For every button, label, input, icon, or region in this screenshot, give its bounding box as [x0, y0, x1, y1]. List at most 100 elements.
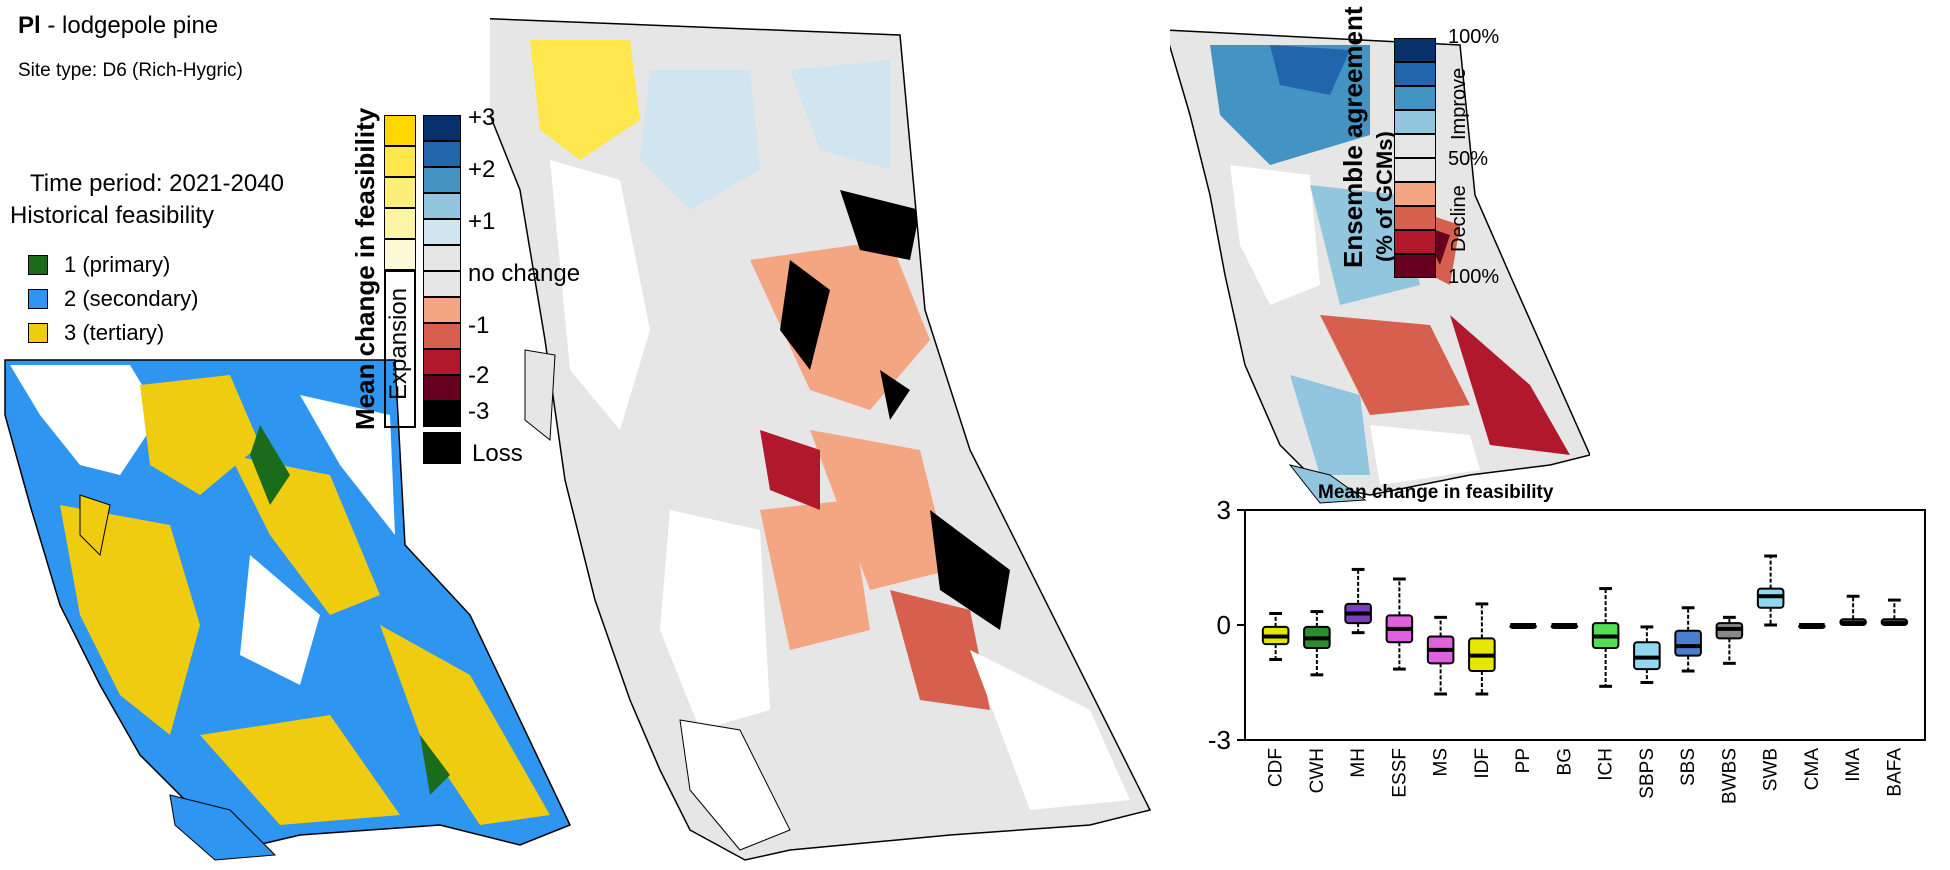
map-a-historical-feasibility	[4, 359, 572, 861]
map-a-tertiary-1	[140, 375, 260, 495]
map-a-tertiary-areas	[10, 365, 550, 825]
map-b-loss-4	[930, 510, 1010, 630]
chart-d-category-label: ESSF	[1389, 748, 1410, 798]
scale-b-change-cell	[423, 193, 461, 219]
scale-c-cell	[1394, 158, 1436, 182]
chart-d-box-sbps	[1633, 625, 1661, 684]
chart-d-box-swb	[1756, 554, 1785, 627]
site-type: Site type: D6 (Rich-Hygric)	[18, 60, 243, 81]
scale-c-title-line1: Ensemble agreement	[1338, 6, 1368, 268]
map-c-white-2	[1370, 425, 1480, 485]
map-b-decline-strong-1	[760, 430, 820, 510]
map-c-improve-3	[1310, 185, 1420, 305]
map-c-decline-2	[1320, 315, 1470, 415]
scale-c-cell	[1394, 86, 1436, 110]
map-c-vancouver-island	[1288, 464, 1367, 504]
scale-c-cell	[1394, 254, 1436, 278]
map-a-white-ne	[300, 395, 395, 535]
chart-d-boxes	[1261, 554, 1909, 696]
scale-b-expansion-label: Expansion	[385, 287, 412, 400]
chart-d-category-label: BG	[1554, 748, 1575, 775]
chart-d-category-labels: CDF CWH MH ESSF MS IDF PP BG ICH SBPS SBS BWBS SWB CM…	[1266, 748, 1906, 804]
chart-d-boxplot: 3 0 -3 CDF CWH MH ESSF MS IDF PP BG ICH SBPS SBS BWBS…	[1208, 500, 1926, 804]
map-a-tertiary-2	[60, 505, 200, 735]
chart-d-category-label: IMA	[1843, 748, 1864, 782]
chart-d-box-cdf	[1261, 612, 1290, 661]
scale-b-label-no-change: no change	[468, 260, 581, 287]
map-b-improve-1	[640, 70, 760, 210]
scale-b-label-loss: Loss	[472, 440, 523, 467]
chart-d-category-label: BAFA	[1884, 748, 1905, 797]
scale-b-change-cell	[423, 401, 461, 427]
scale-c-cell	[1394, 134, 1436, 158]
chart-d-category-label: SBS	[1678, 748, 1699, 786]
scale-b-label-minus1: -1	[468, 312, 490, 339]
scale-b-label-plus2: +2	[468, 156, 496, 183]
legend-label-primary: 1 (primary)	[64, 252, 171, 277]
scale-b-expansion-cell	[384, 208, 416, 239]
species-code: Pl	[18, 12, 41, 39]
map-a-tertiary-4	[380, 625, 550, 825]
species-name: - lodgepole pine	[40, 12, 219, 39]
map-c-ensemble-agreement	[1170, 29, 1590, 504]
chart-d-box-sbs	[1674, 606, 1702, 673]
scale-b-change-cell	[423, 271, 461, 297]
chart-d-box-essf	[1385, 577, 1414, 671]
scale-b-expansion-cell	[384, 177, 416, 208]
map-b-decline-2	[810, 430, 950, 590]
chart-d-box-bafa	[1880, 598, 1909, 626]
chart-d-box-bwbs	[1715, 615, 1744, 665]
scale-b-change-cell	[423, 323, 461, 349]
map-b-improve-2	[790, 60, 890, 170]
species-title: Pl - lodgepole pine	[18, 12, 218, 40]
chart-d-category-label: SBPS	[1637, 748, 1658, 799]
scale-c-top-label: 100%	[1448, 26, 1500, 48]
chart-d-box-bg	[1550, 623, 1579, 629]
historical-feasibility-title: Historical feasibility	[10, 202, 215, 229]
map-b-decline-4	[890, 590, 990, 710]
legend-label-secondary: 2 (secondary)	[64, 286, 199, 311]
chart-d-box-cma	[1798, 623, 1826, 629]
scale-c-cell	[1394, 182, 1436, 206]
scale-c-cell	[1394, 230, 1436, 254]
chart-d-category-label: IDF	[1472, 748, 1493, 779]
scale-b-change-cell	[423, 375, 461, 401]
map-a-white-north	[10, 365, 160, 475]
scale-b-change-cell	[423, 115, 461, 141]
scale-c-improve-label: Improve	[1448, 67, 1470, 140]
scale-b-expansion-cell	[384, 239, 416, 270]
legend-item-secondary: 2 (secondary)	[28, 286, 199, 312]
scale-b-change-cell	[423, 297, 461, 323]
chart-d-category-label: MH	[1348, 748, 1369, 778]
scale-b-label-minus3: -3	[468, 398, 490, 425]
scale-c-cell	[1394, 62, 1436, 86]
scale-c-cell	[1394, 110, 1436, 134]
scale-c-decline-label: Decline	[1448, 185, 1470, 252]
map-b-haida-gwaii	[524, 349, 556, 441]
time-period: Time period: 2021-2040	[30, 170, 284, 197]
map-b-change-areas	[530, 40, 1130, 810]
legend-label-tertiary: 3 (tertiary)	[64, 320, 165, 345]
scale-b-change-cell	[423, 349, 461, 375]
chart-d-box-body	[1674, 629, 1702, 657]
map-b-expansion-1	[530, 40, 640, 160]
map-b-white-3	[970, 650, 1130, 810]
map-c-agreement-areas	[1210, 45, 1570, 485]
map-b-white-1	[550, 160, 650, 430]
chart-d-category-label: CMA	[1802, 748, 1823, 791]
legend-item-tertiary: 3 (tertiary)	[28, 320, 164, 346]
scale-b-change-cell	[423, 167, 461, 193]
map-b-white-2	[660, 510, 770, 730]
scale-b-change-cell	[423, 141, 461, 167]
map-a-haida-gwaii	[79, 494, 111, 557]
scale-b-expansion-cell	[384, 146, 416, 177]
chart-d-category-label: CWH	[1307, 748, 1328, 793]
legend-swatch-secondary	[28, 289, 48, 309]
legend-item-primary: 1 (primary)	[28, 252, 170, 278]
map-b-loss-3	[880, 370, 910, 420]
map-c-decline-3	[1450, 315, 1570, 455]
scale-b-expansion-box	[384, 270, 416, 428]
scale-b-label-plus3: +3	[468, 104, 496, 131]
chart-d-category-label: SWB	[1761, 748, 1782, 791]
map-a-primary-2	[420, 735, 450, 795]
